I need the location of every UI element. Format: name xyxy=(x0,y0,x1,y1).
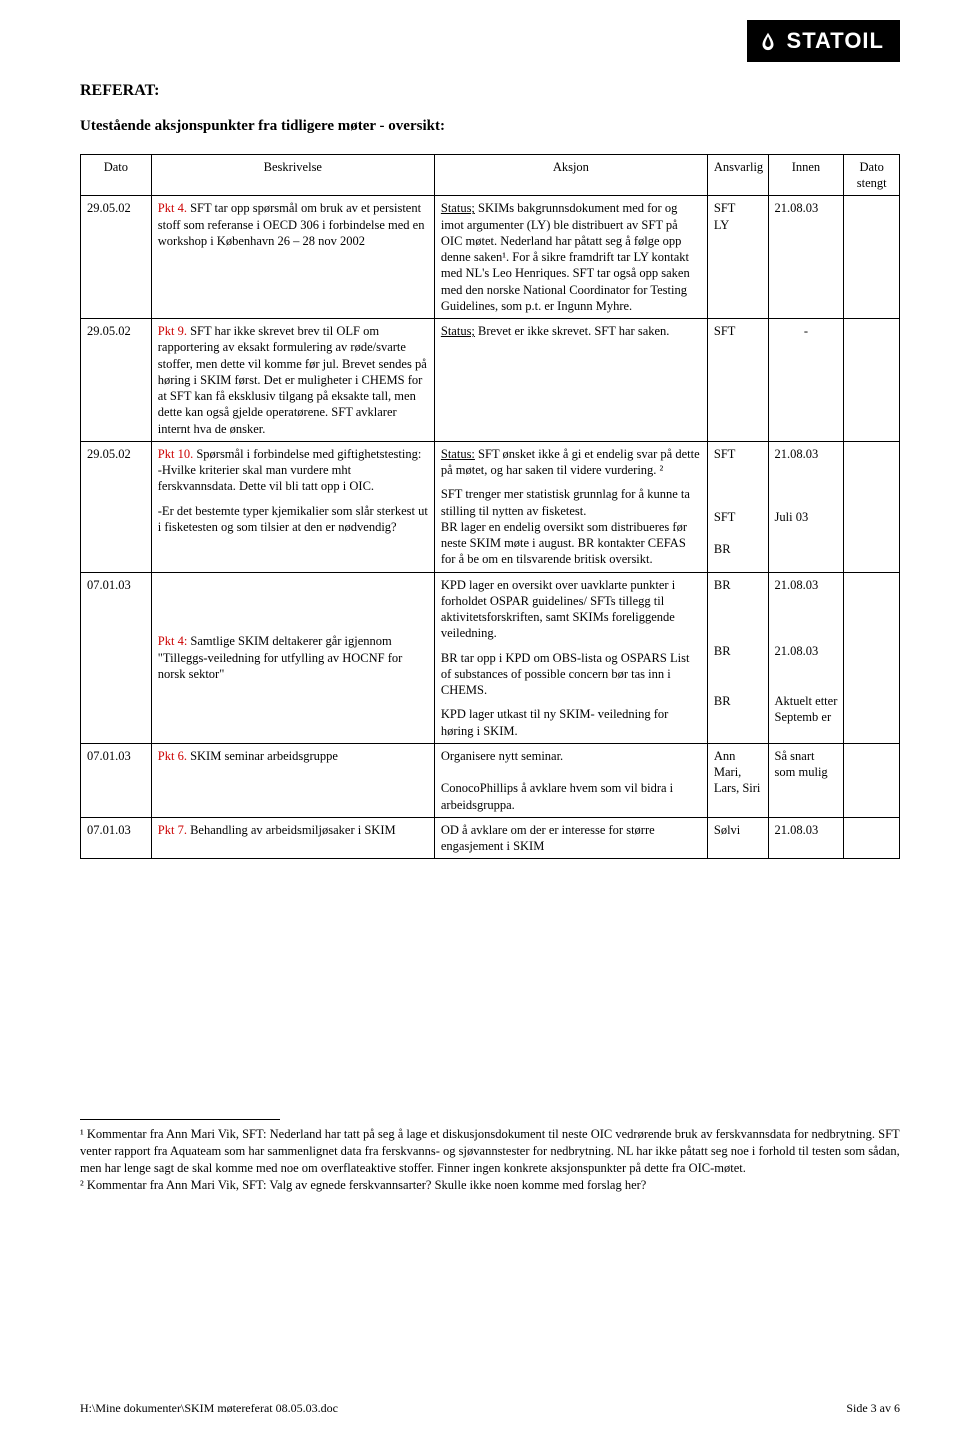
aksjon-text: BR tar opp i KPD om OBS-lista og OSPARS … xyxy=(441,650,701,699)
cell-stengt xyxy=(844,743,900,817)
innen-text: 21.08.03 xyxy=(775,446,838,501)
cell-innen: - xyxy=(768,319,844,442)
cell-ansvarlig: SFT SFT BR xyxy=(707,441,768,572)
col-header-stengt: Dato stengt xyxy=(844,154,900,196)
col-header-innen: Innen xyxy=(768,154,844,196)
col-header-beskrivelse: Beskrivelse xyxy=(151,154,434,196)
cell-dato: 29.05.02 xyxy=(81,441,152,572)
ansvarlig-text: SFT xyxy=(714,446,762,501)
cell-stengt xyxy=(844,817,900,859)
innen-text: 21.08.03 xyxy=(775,643,838,685)
status-label: Status: xyxy=(441,447,475,461)
cell-beskrivelse: Pkt 4. SFT tar opp spørsmål om bruk av e… xyxy=(151,196,434,319)
beskrivelse-text: Samtlige SKIM deltakerer går igjennom "T… xyxy=(158,634,403,681)
footer-page: Side 3 av 6 xyxy=(846,1400,900,1416)
beskrivelse-text: SKIM seminar arbeidsgruppe xyxy=(187,749,338,763)
ansvarlig-text: BR xyxy=(714,577,762,635)
pkt-label: Pkt 9. xyxy=(158,324,187,338)
cell-aksjon: Status; SKIMs bakgrunnsdokument med for … xyxy=(434,196,707,319)
pkt-label: Pkt 4. xyxy=(158,201,187,215)
page-footer: H:\Mine dokumenter\SKIM møtereferat 08.0… xyxy=(80,1400,900,1416)
innen-text: Juli 03 xyxy=(775,509,838,525)
col-header-ansvarlig: Ansvarlig xyxy=(707,154,768,196)
brand-name: STATOIL xyxy=(787,26,884,56)
cell-innen: 21.08.03 Juli 03 xyxy=(768,441,844,572)
aksjon-text: KPD lager en oversikt over uavklarte pun… xyxy=(441,577,701,642)
cell-stengt xyxy=(844,196,900,319)
footnote-2: ² Kommentar fra Ann Mari Vik, SFT: Valg … xyxy=(80,1177,900,1194)
beskrivelse-text: SFT tar opp spørsmål om bruk av et persi… xyxy=(158,201,425,248)
cell-innen: Så snart som mulig xyxy=(768,743,844,817)
cell-innen: 21.08.03 21.08.03 Aktuelt etter Septemb … xyxy=(768,572,844,743)
cell-beskrivelse: Pkt 9. SFT har ikke skrevet brev til OLF… xyxy=(151,319,434,442)
innen-text: 21.08.03 xyxy=(775,577,838,635)
cell-dato: 29.05.02 xyxy=(81,319,152,442)
ansvarlig-text: BR xyxy=(714,693,762,709)
table-row: 29.05.02 Pkt 4. SFT tar opp spørsmål om … xyxy=(81,196,900,319)
cell-ansvarlig: SFT xyxy=(707,319,768,442)
cell-dato: 29.05.02 xyxy=(81,196,152,319)
droplet-icon xyxy=(757,30,779,52)
pkt-label: Pkt 7. xyxy=(158,823,187,837)
cell-innen: 21.08.03 xyxy=(768,196,844,319)
aksjon-text: SKIMs bakgrunnsdokument med for og imot … xyxy=(441,201,690,313)
beskrivelse-text: SFT har ikke skrevet brev til OLF om rap… xyxy=(158,324,427,436)
beskrivelse-text: Spørsmål i forbindelse med giftighetstes… xyxy=(158,447,422,494)
aksjon-text: KPD lager utkast til ny SKIM- veiledning… xyxy=(441,706,701,739)
innen-text: Aktuelt etter Septemb er xyxy=(775,693,838,726)
table-header-row: Dato Beskrivelse Aksjon Ansvarlig Innen … xyxy=(81,154,900,196)
table-row: 07.01.03 Pkt 7. Behandling av arbeidsmil… xyxy=(81,817,900,859)
footnote-1: ¹ Kommentar fra Ann Mari Vik, SFT: Neder… xyxy=(80,1126,900,1177)
aksjon-text: SFT trenger mer statistisk grunnlag for … xyxy=(441,486,701,567)
cell-aksjon: OD å avklare om der er interesse for stø… xyxy=(434,817,707,859)
footnotes: ¹ Kommentar fra Ann Mari Vik, SFT: Neder… xyxy=(80,1126,900,1194)
pkt-label: Pkt 6. xyxy=(158,749,187,763)
cell-dato: 07.01.03 xyxy=(81,743,152,817)
cell-aksjon: Status: SFT ønsket ikke å gi et endelig … xyxy=(434,441,707,572)
document-title: REFERAT: xyxy=(80,80,900,102)
cell-beskrivelse: Pkt 4: Samtlige SKIM deltakerer går igje… xyxy=(151,572,434,743)
cell-beskrivelse: Pkt 10. Spørsmål i forbindelse med gifti… xyxy=(151,441,434,572)
ansvarlig-text: SFT BR xyxy=(714,509,762,558)
status-label: Status; xyxy=(441,324,475,338)
cell-innen: 21.08.03 xyxy=(768,817,844,859)
col-header-dato: Dato xyxy=(81,154,152,196)
cell-stengt xyxy=(844,572,900,743)
aksjon-text: SFT ønsket ikke å gi et endelig svar på … xyxy=(441,447,700,477)
ansvarlig-text: BR xyxy=(714,643,762,685)
table-row: 29.05.02 Pkt 9. SFT har ikke skrevet bre… xyxy=(81,319,900,442)
pkt-label: Pkt 4: xyxy=(158,634,188,648)
beskrivelse-text: Behandling av arbeidsmiljøsaker i SKIM xyxy=(187,823,396,837)
cell-dato: 07.01.03 xyxy=(81,572,152,743)
cell-stengt xyxy=(844,441,900,572)
cell-aksjon: Organisere nytt seminar. ConocoPhillips … xyxy=(434,743,707,817)
cell-ansvarlig: Ann Mari, Lars, Siri xyxy=(707,743,768,817)
cell-stengt xyxy=(844,319,900,442)
cell-ansvarlig: Sølvi xyxy=(707,817,768,859)
document-subtitle: Utestående aksjonspunkter fra tidligere … xyxy=(80,116,900,136)
cell-beskrivelse: Pkt 7. Behandling av arbeidsmiljøsaker i… xyxy=(151,817,434,859)
footer-path: H:\Mine dokumenter\SKIM møtereferat 08.0… xyxy=(80,1400,338,1416)
cell-ansvarlig: BR BR BR xyxy=(707,572,768,743)
col-header-aksjon: Aksjon xyxy=(434,154,707,196)
beskrivelse-text: -Er det bestemte typer kjemikalier som s… xyxy=(158,503,428,536)
cell-dato: 07.01.03 xyxy=(81,817,152,859)
table-row: 07.01.03 Pkt 4: Samtlige SKIM deltakerer… xyxy=(81,572,900,743)
cell-ansvarlig: SFT LY xyxy=(707,196,768,319)
pkt-label: Pkt 10. xyxy=(158,447,193,461)
cell-aksjon: KPD lager en oversikt over uavklarte pun… xyxy=(434,572,707,743)
table-row: 07.01.03 Pkt 6. SKIM seminar arbeidsgrup… xyxy=(81,743,900,817)
footnote-separator xyxy=(80,1119,280,1120)
cell-aksjon: Status; Brevet er ikke skrevet. SFT har … xyxy=(434,319,707,442)
table-row: 29.05.02 Pkt 10. Spørsmål i forbindelse … xyxy=(81,441,900,572)
action-points-table: Dato Beskrivelse Aksjon Ansvarlig Innen … xyxy=(80,154,900,860)
cell-beskrivelse: Pkt 6. SKIM seminar arbeidsgruppe xyxy=(151,743,434,817)
brand-logo: STATOIL xyxy=(747,20,900,62)
aksjon-text: Brevet er ikke skrevet. SFT har saken. xyxy=(475,324,670,338)
status-label: Status; xyxy=(441,201,475,215)
